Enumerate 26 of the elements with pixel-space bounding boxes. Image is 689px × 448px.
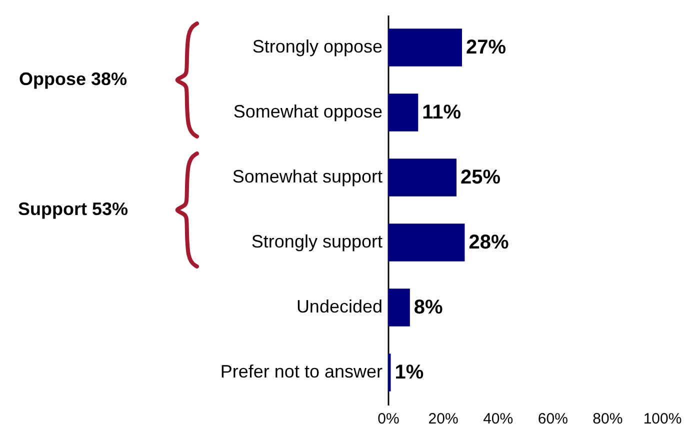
- y-tick-label: Undecided: [296, 296, 382, 316]
- data-label: 11%: [422, 102, 462, 124]
- bar: [388, 224, 465, 262]
- bar: [388, 28, 462, 66]
- y-tick-label: Somewhat oppose: [233, 102, 382, 122]
- bar: [388, 288, 410, 326]
- data-label: 27%: [466, 36, 506, 58]
- x-tick-label: 60%: [538, 410, 568, 428]
- y-tick-label: Somewhat support: [232, 166, 382, 186]
- bar: [388, 158, 456, 196]
- y-tick-label: Prefer not to answer: [220, 362, 382, 382]
- y-tick-label: Strongly oppose: [252, 36, 382, 56]
- x-tick-label: 0%: [378, 410, 400, 428]
- y-tick-label: Strongly support: [251, 232, 382, 252]
- x-tick-label: 20%: [428, 410, 458, 428]
- data-label: 28%: [468, 232, 509, 254]
- data-label: 1%: [394, 362, 424, 384]
- x-tick-label: 100%: [643, 410, 682, 428]
- text: Oppose 38%: [18, 69, 128, 89]
- data-label: 8%: [414, 296, 444, 318]
- bar: [388, 94, 418, 132]
- x-tick-label: 40%: [483, 410, 514, 428]
- text: Support 53%: [18, 199, 128, 219]
- x-tick-label: 80%: [592, 410, 623, 428]
- data-label: 25%: [460, 166, 501, 188]
- bar: [388, 354, 391, 392]
